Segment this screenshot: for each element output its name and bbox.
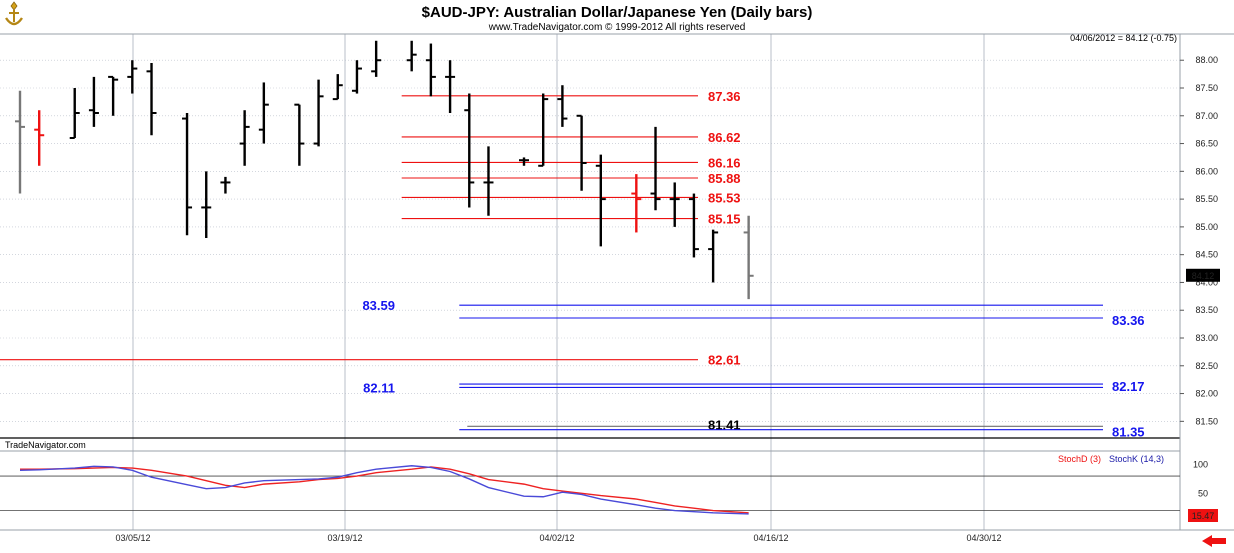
ohlc-bar — [406, 40, 417, 72]
level-label-86.16: 86.16 — [708, 155, 741, 170]
y-tick-label: 87.00 — [1195, 111, 1218, 121]
y-tick-label: 88.00 — [1195, 55, 1218, 65]
ohlc-bar — [425, 43, 436, 97]
y-tick-label: 83.50 — [1195, 305, 1218, 315]
y-tick-label: 87.50 — [1195, 83, 1218, 93]
stoch-value-badge — [1188, 509, 1218, 522]
ohlc-bar — [182, 113, 193, 236]
ohlc-bar — [108, 75, 119, 116]
trade-navigator-logo-icon — [5, 1, 23, 26]
ohlc-bar — [127, 60, 138, 94]
y-tick-label: 86.50 — [1195, 139, 1218, 149]
grid — [0, 33, 1234, 531]
ohlc-bar — [15, 90, 25, 194]
stoch-y-tick-label: 100 — [1193, 460, 1208, 470]
last-price-badge — [1186, 268, 1220, 282]
ohlc-bar — [351, 60, 362, 94]
y-tick-label: 84.50 — [1195, 250, 1218, 260]
level-label-83.36: 83.36 — [1112, 313, 1145, 328]
last-price-value: 84.12 — [1192, 271, 1215, 281]
ohlc-bar — [146, 63, 157, 136]
ohlc-bar — [631, 174, 642, 233]
ohlc-bar — [743, 215, 754, 300]
level-label-86.62: 86.62 — [708, 130, 741, 145]
level-label-81.35: 81.35 — [1112, 425, 1145, 440]
ohlc-bar — [239, 110, 250, 166]
level-label-87.36: 87.36 — [708, 89, 741, 104]
level-label-82.17: 82.17 — [1112, 379, 1145, 394]
stoch-y-tick-label: 50 — [1198, 488, 1208, 498]
ohlc-bar — [371, 40, 382, 77]
y-tick-label: 85.50 — [1195, 194, 1218, 204]
level-label-82.11: 82.11 — [363, 380, 395, 395]
ohlc-bar — [34, 110, 45, 166]
y-tick-label: 85.00 — [1195, 222, 1218, 232]
axes: 88.00 87.50 87.00 86.50 86.00 85.50 85.00 84.50… — [115, 55, 1226, 547]
x-tick-label: 03/05/12 — [115, 533, 150, 543]
level-label-85.53: 85.53 — [708, 190, 741, 205]
x-tick-label: 03/19/12 — [327, 533, 362, 543]
watermark-text: TradeNavigator.com — [5, 440, 86, 450]
ohlc-bar — [201, 171, 212, 238]
y-tick-label: 86.00 — [1195, 166, 1218, 176]
level-label-82.61: 82.61 — [708, 353, 741, 368]
ohlc-bar — [576, 114, 587, 191]
ohlc-bar — [688, 193, 699, 258]
stoch-series-d — [20, 466, 749, 514]
level-label-83.59: 83.59 — [362, 298, 395, 313]
ohlc-bar — [445, 60, 456, 113]
ohlc-bar — [88, 76, 99, 127]
stoch-series-k — [19, 465, 749, 515]
ohlc-bar — [595, 154, 606, 247]
y-tick-label: 82.00 — [1195, 389, 1218, 399]
stochastic-panel: StochD (3) StochK (14,3) — [0, 454, 1180, 515]
ohlc-bar — [69, 88, 80, 139]
quote-readout: 04/06/2012 = 84.12 (-0.75) — [1070, 33, 1177, 43]
y-tick-label: 81.50 — [1195, 416, 1218, 426]
price-bars — [15, 40, 754, 300]
ohlc-bar — [294, 103, 305, 166]
ohlc-bar — [708, 229, 719, 283]
level-label-85.15: 85.15 — [708, 212, 741, 227]
copyright-text: www.TradeNavigator.com © 1999-2012 All r… — [488, 22, 746, 33]
ohlc-bar — [258, 82, 269, 144]
ohlc-bar — [669, 182, 680, 227]
y-tick-label: 84.00 — [1195, 277, 1218, 287]
ohlc-bar — [313, 79, 324, 147]
chart-title: $AUD-JPY: Australian Dollar/Japanese Yen… — [422, 4, 813, 21]
x-tick-label: 04/16/12 — [753, 533, 788, 543]
scroll-left-icon[interactable] — [1202, 535, 1226, 547]
x-tick-label: 04/02/12 — [539, 533, 574, 543]
ohlc-bar — [464, 93, 475, 208]
ohlc-bar — [650, 126, 661, 211]
y-tick-label: 83.00 — [1195, 333, 1218, 343]
ohlc-bar — [519, 157, 529, 166]
x-tick-label: 04/30/12 — [966, 533, 1001, 543]
y-tick-label: 82.50 — [1195, 361, 1218, 371]
ohlc-bar — [557, 85, 568, 127]
ohlc-bar — [220, 176, 231, 194]
ohlc-bar — [538, 93, 549, 167]
level-label-81.41: 81.41 — [708, 417, 741, 432]
level-label-85.88: 85.88 — [708, 171, 741, 186]
ohlc-bar — [332, 74, 343, 101]
legend-stoch-k: StochK (14,3) — [1109, 454, 1164, 464]
stoch-value: 15.47 — [1192, 511, 1215, 521]
legend-stoch-d: StochD (3) — [1058, 454, 1101, 464]
ohlc-bar — [483, 146, 494, 216]
